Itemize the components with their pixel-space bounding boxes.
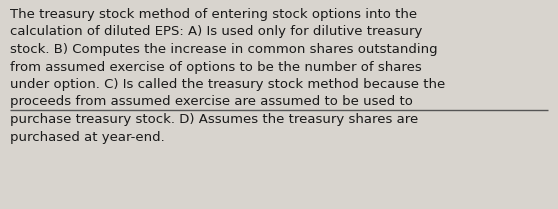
- Text: The treasury stock method of entering stock options into the
calculation of dilu: The treasury stock method of entering st…: [10, 8, 445, 144]
